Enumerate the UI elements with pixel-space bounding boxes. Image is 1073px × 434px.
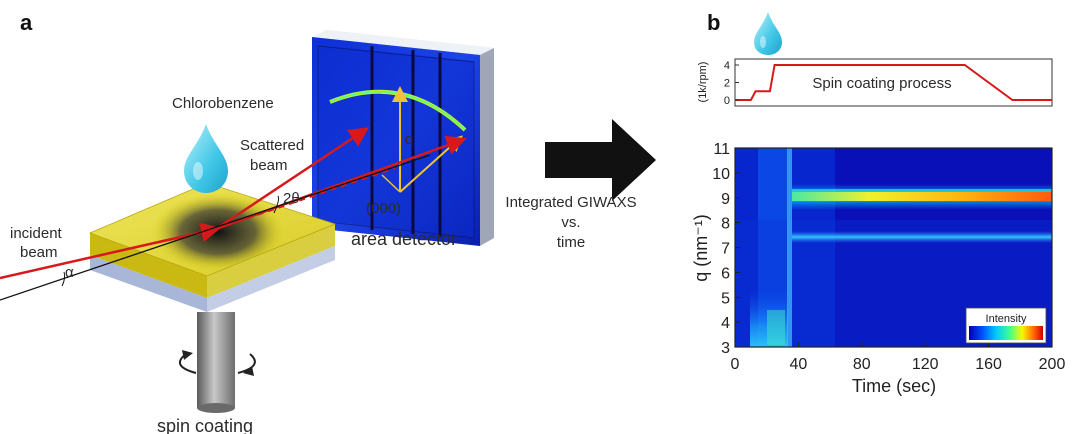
label-incident-2: beam (20, 244, 58, 261)
substrate (90, 255, 207, 312)
heatmap-ytick-label: 6 (721, 265, 730, 282)
label-area-detector: area detector (351, 229, 457, 249)
transition-arrow: Integrated GIWAXS vs. time (505, 119, 656, 251)
heatmap-ytick-label: 4 (721, 315, 730, 332)
direct-beam (215, 167, 396, 230)
heatmap-xtick-label: 40 (790, 356, 808, 373)
heatmap-yticks: 3 4 5 6 7 8 9 10 11 (712, 141, 740, 357)
onset-line (787, 148, 792, 347)
heatmap-xtick-label: 0 (731, 356, 740, 373)
reference-line (0, 154, 431, 301)
droplet-icon-b (754, 12, 782, 55)
heatmap-ytick-label: 5 (721, 290, 730, 307)
panel-a-letter: a (20, 10, 33, 35)
rpm-ytick-label: 2 (724, 78, 730, 90)
peak-main (792, 192, 1052, 201)
rpm-yticks: 0 2 4 (724, 60, 739, 107)
spin-pillar (178, 312, 256, 413)
label-scattered-2: beam (250, 157, 288, 174)
colorbar-gradient (969, 326, 1043, 340)
panel-b: b 0 2 4 Spin coating process (1k/rpm) (691, 10, 1065, 396)
rpm-plot: 0 2 4 Spin coating process (1k/rpm) (697, 58, 1053, 107)
rpm-line (735, 64, 1052, 101)
label-scattered-1: Scattered (240, 137, 304, 154)
label-spin-coating: spin coating (157, 416, 253, 434)
label-alpha: α (65, 264, 74, 281)
heatmap-ytick-label: 3 (721, 340, 730, 357)
rpm-annotation: Spin coating process (812, 75, 951, 92)
droplet-icon (184, 124, 228, 193)
panel-b-letter: b (707, 10, 720, 35)
heatmap-ylabel: q (nm⁻¹) (691, 214, 711, 282)
arrow-caption-3: time (557, 234, 585, 251)
heatmap-ytick-label: 10 (712, 166, 730, 183)
heatmap-ytick-label: 8 (721, 216, 730, 233)
heatmap-xtick-label: 200 (1039, 356, 1066, 373)
panel-a: a (0, 10, 494, 434)
rpm-ytick-label: 0 (724, 95, 730, 107)
peak-weak (792, 231, 1052, 243)
label-chlorobenzene: Chlorobenzene (172, 95, 274, 112)
arrow-caption-1: Integrated GIWAXS (505, 194, 636, 211)
heatmap-xtick-label: 160 (975, 356, 1002, 373)
heatmap-xtick-label: 120 (912, 356, 939, 373)
arrow-shape (545, 119, 656, 201)
heatmap-ytick-label: 9 (721, 191, 730, 208)
incident-beam (0, 222, 221, 280)
colorbar: Intensity (965, 307, 1047, 344)
area-detector (312, 30, 494, 246)
rpm-ytick-label: 4 (724, 60, 730, 72)
heatmap-ytick-label: 11 (713, 141, 730, 158)
label-q: q (405, 131, 413, 148)
heatmap-xticks: 0 40 80 120 160 200 (731, 342, 1066, 373)
rpm-plot-frame (734, 58, 1053, 107)
heatmap-ytick-label: 7 (721, 241, 730, 258)
heatmap-xtick-label: 80 (853, 356, 871, 373)
label-origin: (000) (366, 200, 401, 217)
rpm-ylabel: (1k/rpm) (697, 62, 709, 103)
scattered-beam (215, 127, 370, 231)
label-incident-1: incident (10, 225, 63, 242)
colorbar-label: Intensity (986, 313, 1027, 325)
heatmap-xlabel: Time (sec) (852, 376, 936, 396)
arrow-caption-2: vs. (561, 214, 580, 231)
giwaxs-heatmap: 3 4 5 6 7 8 9 10 11 0 40 80 120 160 200 q (nm⁻¹) Time… (691, 141, 1065, 396)
label-two-theta: 2θ (283, 190, 300, 207)
